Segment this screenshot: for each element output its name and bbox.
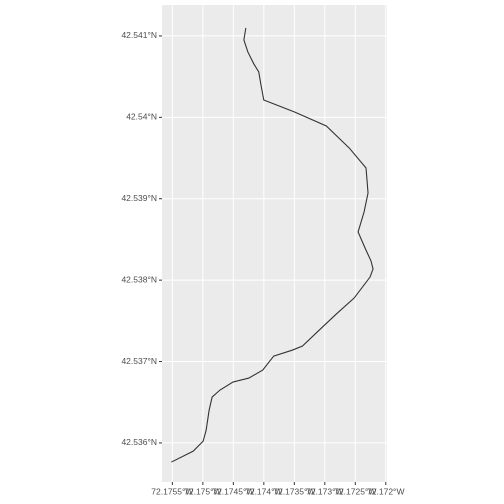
y-tick-label: 42.536°N (121, 437, 157, 447)
panel (162, 5, 387, 482)
x-tick-label: 72.174°W (245, 486, 282, 496)
x-tick-label: 72.173°W (306, 486, 343, 496)
x-tick-label: 72.1745°W (212, 486, 254, 496)
x-tick-label: 72.172°W (367, 486, 404, 496)
x-tick-label: 72.1725°W (334, 486, 376, 496)
x-tick-label: 72.1755°W (151, 486, 193, 496)
y-tick-label: 42.539°N (121, 193, 157, 203)
route-line (171, 27, 374, 463)
x-tick-label: 72.1735°W (273, 486, 315, 496)
y-tick-label: 42.54°N (126, 112, 157, 122)
y-tick-label: 42.537°N (121, 356, 157, 366)
x-tick-label: 72.175°W (184, 486, 221, 496)
y-tick-label: 42.538°N (121, 274, 157, 284)
y-tick-label: 42.541°N (121, 30, 157, 40)
